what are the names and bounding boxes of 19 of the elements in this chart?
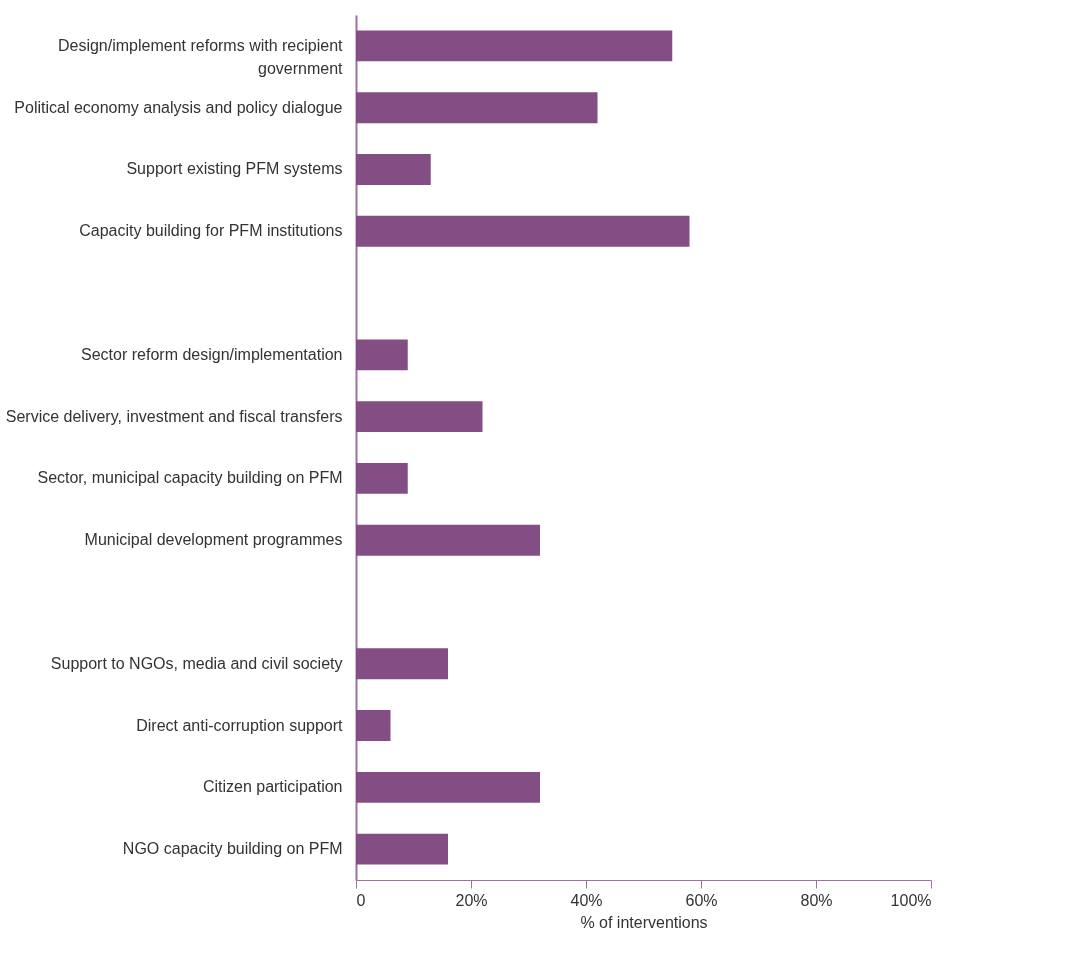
y-tick-label: Citizen participation: [202, 778, 343, 796]
x-tick-label: 100%: [890, 891, 932, 909]
y-tick-label: Design/implement reforms with recipient government: [57, 36, 344, 77]
y-tick-label: Service delivery, investment and fiscal transfers: [5, 407, 343, 425]
y-tick-label: Municipal development programmes: [84, 531, 343, 549]
y-tick-label: NGO capacity building on PFM: [122, 840, 343, 858]
x-tick-label: 0: [356, 891, 366, 909]
y-tick-label: Support to NGOs, media and civil society: [50, 654, 343, 672]
x-tick-label: 20%: [455, 891, 488, 909]
y-tick-label: Direct anti-corruption support: [136, 716, 344, 734]
x-axis-title: % of interventions: [580, 913, 708, 931]
x-tick-label: 60%: [685, 891, 718, 909]
y-tick-label: Political economy analysis and policy dialogue: [14, 98, 343, 116]
y-tick-label: Support existing PFM systems: [126, 160, 343, 178]
y-tick-label: Sector, municipal capacity building on PFM: [37, 469, 343, 487]
x-tick-label: 80%: [800, 891, 833, 909]
x-tick-label: 40%: [570, 891, 603, 909]
y-tick-label: Sector reform design/implementation: [81, 345, 343, 363]
y-tick-label: Capacity building for PFM institutions: [79, 222, 343, 240]
